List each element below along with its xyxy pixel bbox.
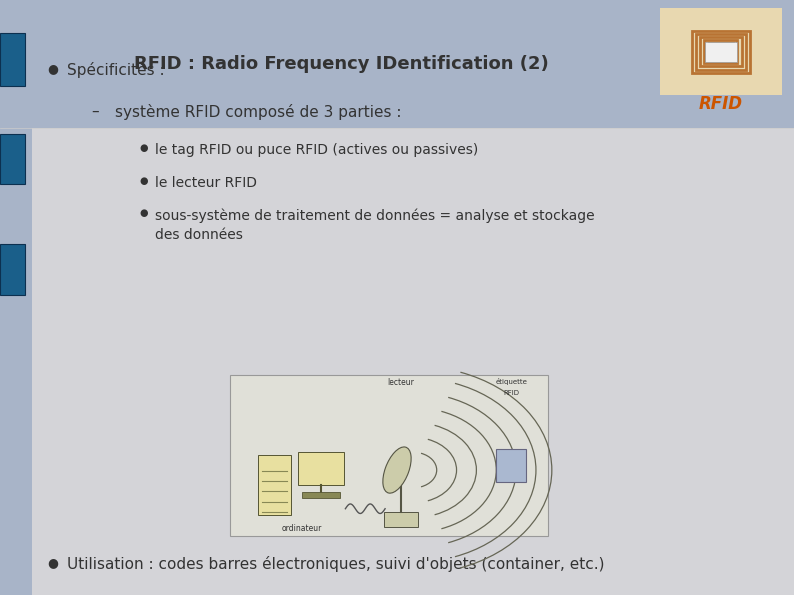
FancyBboxPatch shape bbox=[0, 134, 25, 184]
Text: système RFID composé de 3 parties :: système RFID composé de 3 parties : bbox=[115, 104, 402, 120]
Text: RFID: RFID bbox=[699, 95, 743, 112]
Text: –: – bbox=[91, 104, 99, 119]
Text: ●: ● bbox=[139, 143, 148, 153]
Text: ●: ● bbox=[139, 208, 148, 218]
Text: ●: ● bbox=[139, 176, 148, 186]
Text: RFID: RFID bbox=[503, 390, 519, 396]
Ellipse shape bbox=[383, 447, 411, 493]
FancyBboxPatch shape bbox=[0, 244, 25, 295]
FancyBboxPatch shape bbox=[230, 375, 548, 536]
FancyBboxPatch shape bbox=[0, 33, 25, 86]
FancyBboxPatch shape bbox=[384, 512, 418, 527]
FancyBboxPatch shape bbox=[298, 452, 344, 485]
Text: le tag RFID ou puce RFID (actives ou passives): le tag RFID ou puce RFID (actives ou pas… bbox=[155, 143, 478, 157]
Text: sous-système de traitement de données = analyse et stockage
des données: sous-système de traitement de données = … bbox=[155, 208, 595, 242]
FancyBboxPatch shape bbox=[302, 492, 340, 498]
Text: Utilisation : codes barres électroniques, suivi d'objets (container, etc.): Utilisation : codes barres électroniques… bbox=[67, 556, 605, 572]
Text: ●: ● bbox=[48, 62, 59, 76]
Text: le lecteur RFID: le lecteur RFID bbox=[155, 176, 256, 190]
FancyBboxPatch shape bbox=[660, 8, 782, 95]
FancyBboxPatch shape bbox=[32, 128, 794, 595]
FancyBboxPatch shape bbox=[258, 455, 291, 515]
FancyBboxPatch shape bbox=[654, 0, 788, 122]
Text: RFID : Radio Frequency IDentification (2): RFID : Radio Frequency IDentification (2… bbox=[134, 55, 549, 73]
Text: Spécificités :: Spécificités : bbox=[67, 62, 165, 79]
FancyBboxPatch shape bbox=[0, 0, 794, 128]
Text: lecteur: lecteur bbox=[387, 378, 414, 387]
FancyBboxPatch shape bbox=[705, 42, 737, 62]
Text: ordinateur: ordinateur bbox=[282, 524, 322, 533]
FancyBboxPatch shape bbox=[496, 449, 526, 482]
Text: étiquette: étiquette bbox=[495, 378, 527, 385]
Text: ●: ● bbox=[48, 556, 59, 569]
